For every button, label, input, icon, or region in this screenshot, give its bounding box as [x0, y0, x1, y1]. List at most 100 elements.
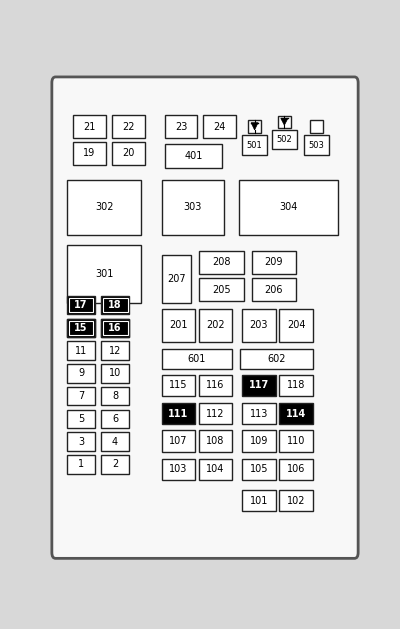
- Bar: [242, 403, 276, 424]
- Bar: [101, 296, 129, 314]
- Bar: [279, 309, 313, 342]
- Bar: [101, 455, 129, 474]
- Text: 202: 202: [206, 320, 225, 330]
- Bar: [69, 321, 94, 335]
- Bar: [279, 403, 313, 424]
- Bar: [272, 130, 297, 149]
- Bar: [162, 349, 232, 369]
- Bar: [67, 342, 95, 360]
- Text: 105: 105: [250, 464, 268, 474]
- Bar: [101, 319, 129, 337]
- Text: 208: 208: [212, 257, 230, 267]
- Bar: [101, 432, 129, 451]
- Text: 109: 109: [250, 436, 268, 446]
- Bar: [112, 115, 144, 138]
- Text: 20: 20: [122, 148, 134, 159]
- Bar: [73, 142, 106, 165]
- Bar: [310, 120, 323, 133]
- Bar: [242, 375, 276, 396]
- Text: 503: 503: [309, 141, 324, 150]
- Text: 201: 201: [169, 320, 188, 330]
- Polygon shape: [251, 123, 258, 130]
- Text: 107: 107: [169, 436, 188, 446]
- Bar: [67, 432, 95, 451]
- Text: 16: 16: [108, 323, 122, 333]
- Bar: [279, 459, 313, 480]
- Text: 3: 3: [78, 437, 84, 447]
- Text: 1: 1: [78, 459, 84, 469]
- Text: 118: 118: [287, 381, 305, 391]
- Text: 115: 115: [169, 381, 188, 391]
- Text: 117: 117: [249, 381, 269, 391]
- Bar: [199, 430, 232, 452]
- Bar: [67, 364, 95, 382]
- Text: 6: 6: [112, 414, 118, 424]
- Bar: [103, 298, 128, 312]
- Bar: [67, 409, 95, 428]
- Text: 12: 12: [109, 345, 121, 355]
- Bar: [279, 430, 313, 452]
- Bar: [162, 459, 195, 480]
- Bar: [242, 459, 276, 480]
- Bar: [162, 309, 195, 342]
- Text: 209: 209: [265, 257, 283, 267]
- Text: 116: 116: [206, 381, 225, 391]
- Text: 205: 205: [212, 284, 230, 294]
- Bar: [278, 116, 290, 128]
- Text: 601: 601: [188, 354, 206, 364]
- Text: 4: 4: [112, 437, 118, 447]
- Text: 207: 207: [167, 274, 186, 284]
- Bar: [67, 245, 142, 303]
- Bar: [67, 319, 95, 337]
- Bar: [279, 375, 313, 396]
- Bar: [242, 490, 276, 511]
- Bar: [101, 364, 129, 382]
- Bar: [199, 403, 232, 424]
- Bar: [67, 296, 95, 314]
- Bar: [69, 298, 94, 312]
- Bar: [67, 387, 95, 405]
- Text: 113: 113: [250, 409, 268, 418]
- Bar: [67, 180, 142, 235]
- Bar: [242, 430, 276, 452]
- Bar: [304, 135, 329, 155]
- Bar: [162, 255, 191, 303]
- Bar: [101, 319, 129, 337]
- Bar: [101, 387, 129, 405]
- Bar: [242, 309, 276, 342]
- Bar: [199, 375, 232, 396]
- Text: 301: 301: [95, 269, 114, 279]
- Text: 15: 15: [74, 323, 88, 333]
- Bar: [162, 375, 195, 396]
- Bar: [112, 142, 144, 165]
- Text: 106: 106: [287, 464, 305, 474]
- Text: 203: 203: [250, 320, 268, 330]
- Text: 19: 19: [84, 148, 96, 159]
- Text: 18: 18: [108, 300, 122, 310]
- Bar: [252, 251, 296, 274]
- Text: 502: 502: [276, 135, 292, 144]
- Bar: [199, 309, 232, 342]
- Bar: [101, 342, 129, 360]
- Text: 108: 108: [206, 436, 225, 446]
- Text: 104: 104: [206, 464, 225, 474]
- Text: 8: 8: [112, 391, 118, 401]
- Bar: [162, 403, 195, 424]
- Bar: [248, 120, 261, 133]
- Bar: [252, 278, 296, 301]
- Text: 9: 9: [78, 369, 84, 378]
- Bar: [67, 455, 95, 474]
- Bar: [240, 349, 313, 369]
- Text: 21: 21: [83, 122, 96, 132]
- Text: 302: 302: [95, 203, 114, 213]
- Text: 110: 110: [287, 436, 305, 446]
- Text: 101: 101: [250, 496, 268, 506]
- Text: 14: 14: [109, 323, 121, 333]
- FancyBboxPatch shape: [52, 77, 358, 559]
- Bar: [73, 115, 106, 138]
- Text: 501: 501: [247, 141, 262, 150]
- Text: 102: 102: [287, 496, 305, 506]
- Bar: [239, 180, 338, 235]
- Text: 22: 22: [122, 122, 134, 132]
- Bar: [103, 321, 128, 335]
